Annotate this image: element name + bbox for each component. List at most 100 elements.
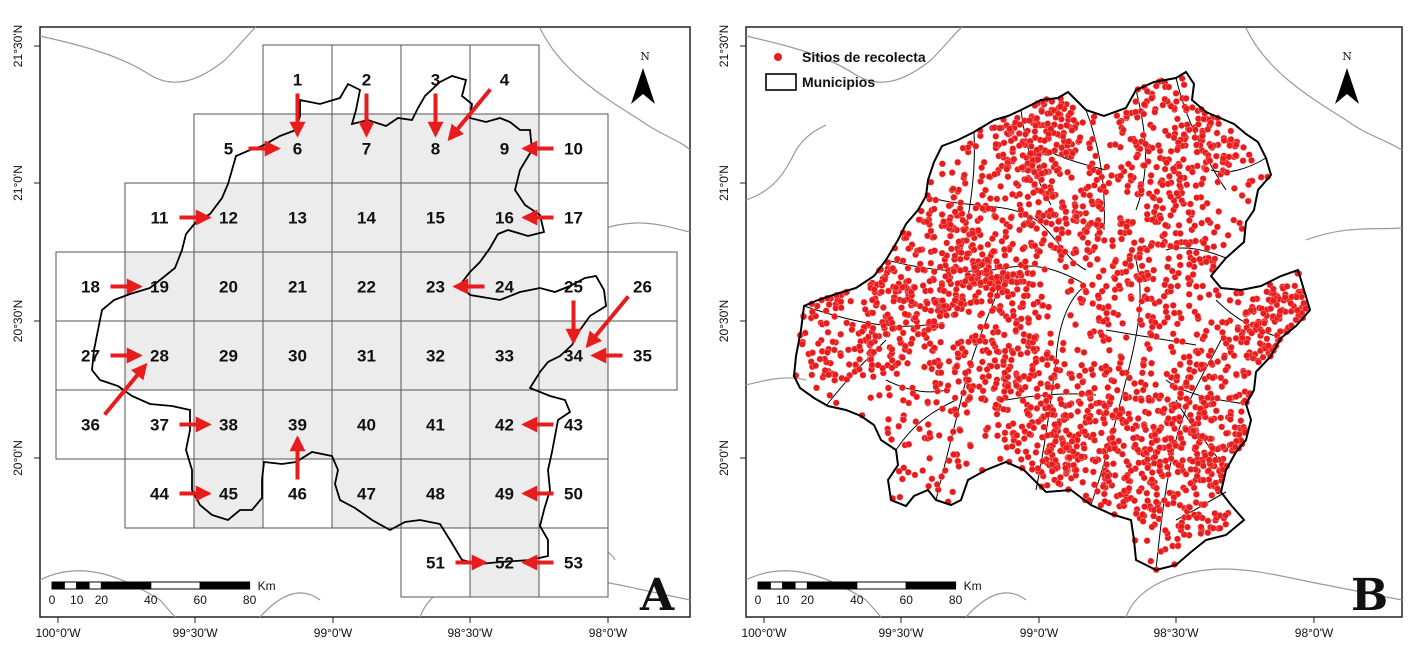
collection-site-point: [923, 218, 931, 226]
collection-site-point: [1211, 162, 1219, 170]
collection-site-point: [1001, 347, 1009, 355]
collection-site-point: [1169, 499, 1177, 507]
grid-cell: [331, 389, 402, 460]
collection-site-point: [1190, 368, 1198, 375]
collection-site-point: [966, 283, 973, 291]
collection-site-point: [1191, 222, 1199, 230]
collection-site-point: [1003, 288, 1011, 295]
collection-site-point: [1094, 235, 1102, 243]
collection-site-point: [1038, 108, 1046, 115]
collection-site-point: [1016, 190, 1024, 198]
collection-site-point: [1160, 292, 1168, 300]
collection-site-point: [1156, 507, 1163, 514]
collection-site-point: [1203, 199, 1211, 207]
collection-site-point: [1095, 399, 1103, 407]
collection-site-point: [1227, 127, 1235, 135]
collection-site-point: [1122, 394, 1130, 402]
collection-site-point: [1183, 121, 1191, 129]
collection-site-point: [1172, 90, 1180, 97]
collection-site-point: [1212, 286, 1220, 294]
collection-site-point: [1029, 269, 1037, 277]
collection-site-point: [1035, 198, 1042, 206]
collection-site-point: [930, 205, 938, 213]
collection-site-point: [1043, 431, 1051, 439]
collection-site-point: [966, 394, 974, 402]
collection-site-point: [1103, 368, 1110, 376]
collection-site-point: [982, 284, 990, 292]
grid-cell: [331, 320, 402, 391]
collection-site-point: [978, 310, 986, 317]
collection-site-point: [1209, 374, 1217, 382]
north-arrow-icon: [631, 68, 655, 104]
map-b-svg: Sitios de recolecta Municipios 21°30'N21…: [717, 25, 1403, 640]
collection-site-point: [1087, 365, 1095, 373]
lon-label: 99°30'W: [878, 626, 924, 640]
collection-site-point: [1124, 160, 1132, 168]
collection-site-point: [1182, 426, 1190, 433]
collection-site-point: [1082, 209, 1090, 217]
collection-site-point: [1006, 223, 1014, 231]
collection-site-point: [1140, 101, 1148, 108]
grid-cell-number: 32: [426, 347, 445, 366]
collection-site-point: [1186, 373, 1194, 381]
collection-site-point: [1097, 429, 1105, 437]
collection-site-point: [1093, 487, 1101, 495]
collection-site-point: [1008, 442, 1016, 450]
collection-site-point: [992, 213, 1000, 221]
collection-site-point: [1062, 464, 1069, 472]
collection-site-point: [975, 288, 982, 296]
collection-site-point: [938, 405, 946, 413]
collection-site-point: [979, 387, 987, 395]
collection-site-point: [1122, 473, 1130, 481]
legend-municipios-label: Municipios: [802, 74, 875, 90]
collection-site-point: [947, 245, 955, 253]
collection-site-point: [1198, 180, 1205, 188]
lat-label: 20°0'N: [717, 440, 731, 476]
collection-site-point: [1072, 466, 1080, 474]
collection-site-point: [1164, 415, 1172, 422]
collection-site-point: [1020, 292, 1028, 300]
scale-segment: [100, 581, 152, 590]
collection-site-point: [1090, 481, 1098, 489]
collection-site-point: [1292, 316, 1300, 324]
collection-site-point: [1043, 481, 1051, 489]
collection-site-point: [1218, 383, 1226, 390]
collection-site-point: [1176, 162, 1183, 170]
collection-site-point: [1083, 228, 1090, 236]
collection-site-point: [1069, 149, 1077, 157]
collection-site-point: [1062, 208, 1070, 216]
collection-site-point: [807, 358, 815, 366]
collection-site-point: [1161, 281, 1169, 289]
collection-site-point: [1122, 418, 1130, 426]
collection-site-point: [993, 258, 1000, 265]
collection-site-point: [961, 277, 969, 285]
collection-site-point: [1034, 156, 1042, 164]
collection-site-point: [1240, 143, 1247, 151]
scale-segment: [856, 581, 907, 590]
grid-cell-number: 22: [357, 278, 376, 297]
collection-site-point: [1042, 194, 1050, 202]
collection-site-point: [893, 255, 901, 263]
collection-site-point: [1189, 271, 1197, 278]
collection-site-point: [960, 389, 967, 397]
collection-site-point: [933, 481, 941, 488]
collection-site-point: [1033, 442, 1041, 449]
collection-site-point: [1207, 347, 1215, 355]
collection-site-point: [1160, 496, 1168, 504]
collection-site-point: [1131, 380, 1138, 387]
collection-site-point: [1204, 125, 1212, 133]
map-panel-b: Sitios de recolecta Municipios 21°30'N 21…: [706, 0, 1417, 654]
lat-label: 21°0'N: [11, 165, 25, 201]
collection-site-point: [1193, 331, 1201, 338]
collection-site-point: [1176, 230, 1184, 237]
collection-site-point: [1179, 439, 1187, 447]
collection-site-point: [1161, 165, 1169, 173]
collection-site-point: [1267, 305, 1275, 312]
collection-site-point: [940, 218, 948, 225]
collection-site-point: [951, 296, 959, 304]
collection-site-point: [979, 191, 986, 199]
collection-site-point: [1133, 114, 1141, 121]
collection-site-point: [1086, 144, 1094, 152]
collection-site-point: [1137, 186, 1145, 194]
collection-site-point: [1166, 489, 1173, 497]
